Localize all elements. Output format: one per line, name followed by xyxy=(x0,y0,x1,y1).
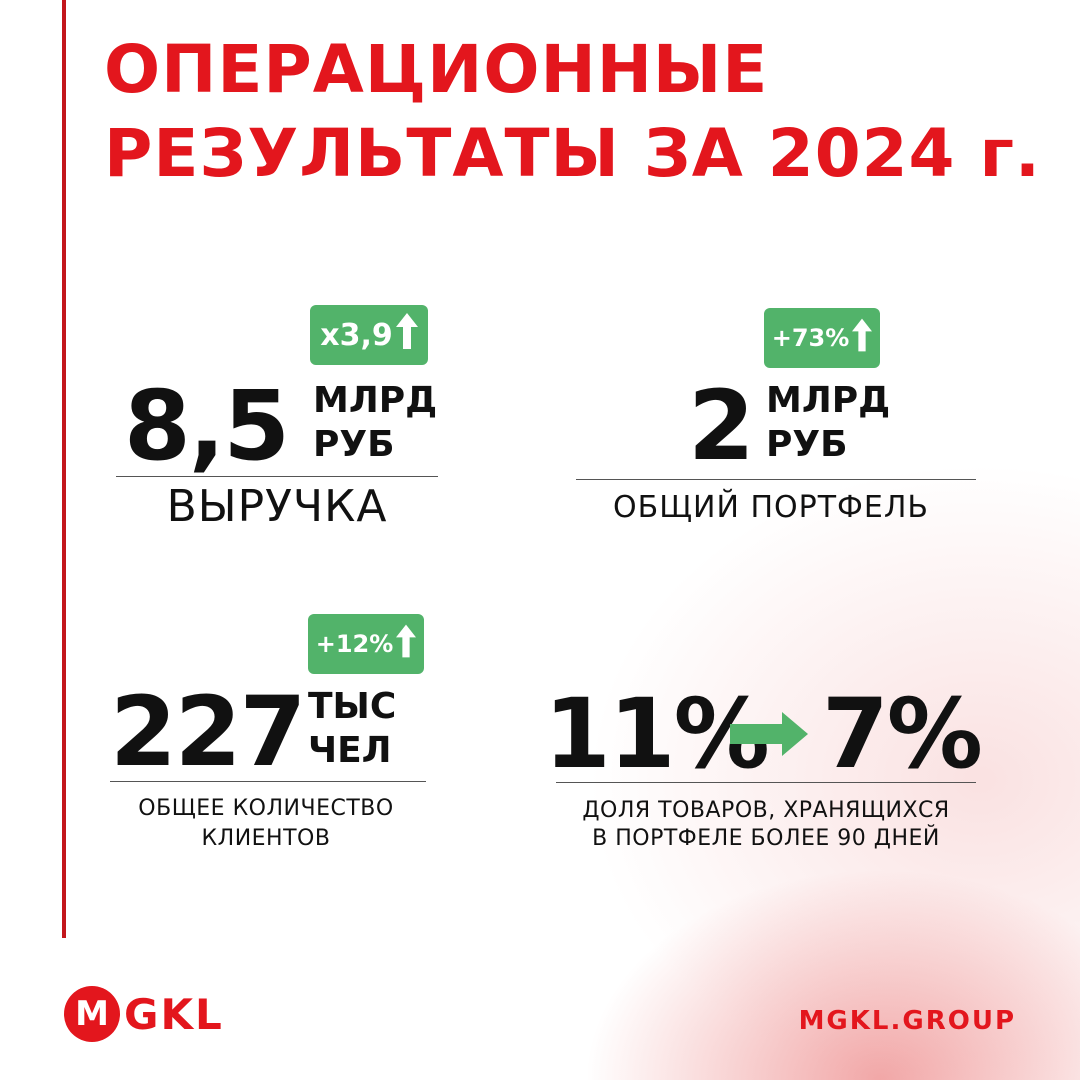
arrow-up-icon xyxy=(852,318,873,358)
metric-unit-line-1: МЛРД xyxy=(766,380,891,421)
divider xyxy=(556,782,976,783)
metric-value: 2 xyxy=(688,370,755,482)
vertical-accent-line xyxy=(62,0,66,938)
metric-label-line-2: КЛИЕНТОВ xyxy=(201,826,331,851)
metric-unit-line-1: ТЫС xyxy=(308,686,397,727)
metric-label: ОБЩИЙ ПОРТФЕЛЬ xyxy=(613,490,929,525)
metric-value: 227 xyxy=(110,676,306,788)
title-line-2: РЕЗУЛЬТАТЫ ЗА 2024 г. xyxy=(104,115,1042,192)
page-title: ОПЕРАЦИОННЫЕ РЕЗУЛЬТАТЫ ЗА 2024 г. xyxy=(104,28,1044,196)
arrow-up-icon xyxy=(396,624,417,664)
metric-label-line-1: ДОЛЯ ТОВАРОВ, ХРАНЯЩИХСЯ xyxy=(582,798,950,823)
metric-unit-line-2: ЧЕЛ xyxy=(308,730,392,771)
metric-label-line-1: ОБЩЕЕ КОЛИЧЕСТВО xyxy=(138,796,394,821)
arrow-up-icon xyxy=(395,313,418,357)
divider xyxy=(110,781,426,782)
badge-text: +73% xyxy=(771,324,850,352)
growth-badge-portfolio: +73% xyxy=(764,308,880,368)
logo-circle-icon: M xyxy=(64,986,120,1042)
website-link[interactable]: MGKL.GROUP xyxy=(798,1006,1016,1036)
arrow-right-icon xyxy=(730,712,808,756)
metric-value: 8,5 xyxy=(124,370,290,482)
metric-unit-line-2: РУБ xyxy=(766,424,848,465)
logo-text: GKL xyxy=(124,989,224,1039)
metric-label-line-2: В ПОРТФЕЛЕ БОЛЕЕ 90 ДНЕЙ xyxy=(592,826,940,851)
metric-unit-line-1: МЛРД xyxy=(313,380,438,421)
divider xyxy=(576,479,976,480)
growth-badge-clients: +12% xyxy=(308,614,424,674)
metric-label: ВЫРУЧКА xyxy=(166,481,388,532)
title-line-1: ОПЕРАЦИОННЫЕ xyxy=(104,31,769,108)
divider xyxy=(116,476,438,477)
metric-unit-line-2: РУБ xyxy=(313,424,395,465)
metric-value-to: 7% xyxy=(822,678,983,790)
growth-badge-revenue: x3,9 xyxy=(310,305,428,365)
badge-text: +12% xyxy=(315,630,394,658)
brand-logo: M GKL xyxy=(64,986,224,1042)
badge-text: x3,9 xyxy=(320,317,393,353)
